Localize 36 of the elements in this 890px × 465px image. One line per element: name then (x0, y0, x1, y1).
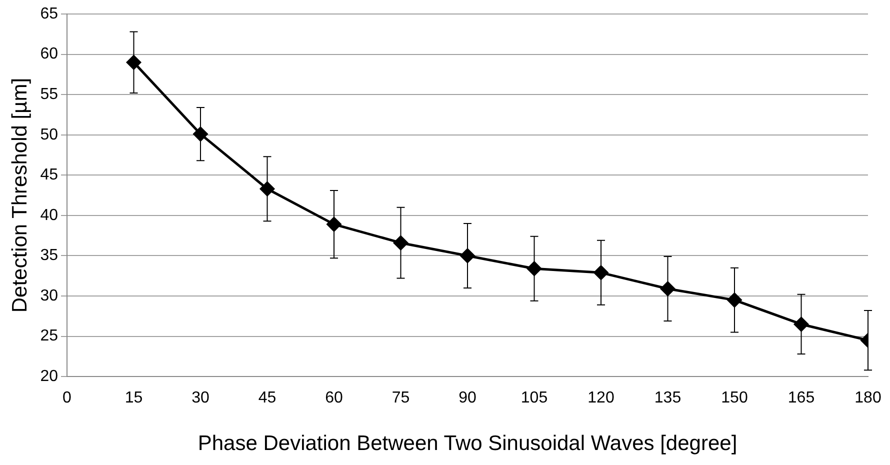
x-tick-label: 45 (258, 390, 276, 407)
point (460, 248, 475, 263)
x-tick-label: 90 (458, 390, 476, 407)
x-tick-label: 75 (392, 390, 410, 407)
y-tick-label: 40 (40, 206, 58, 224)
point (727, 292, 742, 308)
x-tick-label: 150 (721, 390, 748, 407)
y-tick-label: 20 (40, 368, 58, 386)
x-tick-label: 0 (62, 390, 72, 407)
y-tick-label: 35 (40, 247, 58, 264)
point (260, 182, 274, 196)
x-tick-label: 120 (588, 390, 614, 407)
y-tick-label: 30 (40, 287, 58, 304)
x-tick-label: 60 (325, 390, 343, 407)
x-tick-label: 165 (788, 390, 815, 407)
y-tick-label: 60 (40, 46, 58, 63)
x-tick-label: 180 (854, 390, 882, 407)
point (193, 126, 208, 142)
point (326, 217, 342, 232)
point (394, 236, 408, 250)
y-tick-label: 65 (40, 5, 58, 22)
point (660, 282, 675, 296)
point (527, 261, 542, 276)
y-tick-label: 55 (40, 86, 58, 103)
x-tick-label: 30 (192, 390, 210, 407)
y-tick-label: 50 (40, 126, 58, 144)
y-axis-title: Detection Threshold [µm] (8, 78, 32, 313)
point (794, 316, 808, 332)
x-axis-title: Phase Deviation Between Two Sinusoidal Waves [degree] (198, 432, 738, 456)
x-tick-label: 105 (520, 390, 548, 407)
x-tick-label: 135 (654, 390, 682, 407)
y-tick-label: 45 (40, 166, 58, 184)
point (126, 55, 141, 70)
point (594, 265, 608, 280)
x-tick-label: 15 (124, 390, 143, 407)
y-tick-label: 25 (40, 328, 58, 345)
